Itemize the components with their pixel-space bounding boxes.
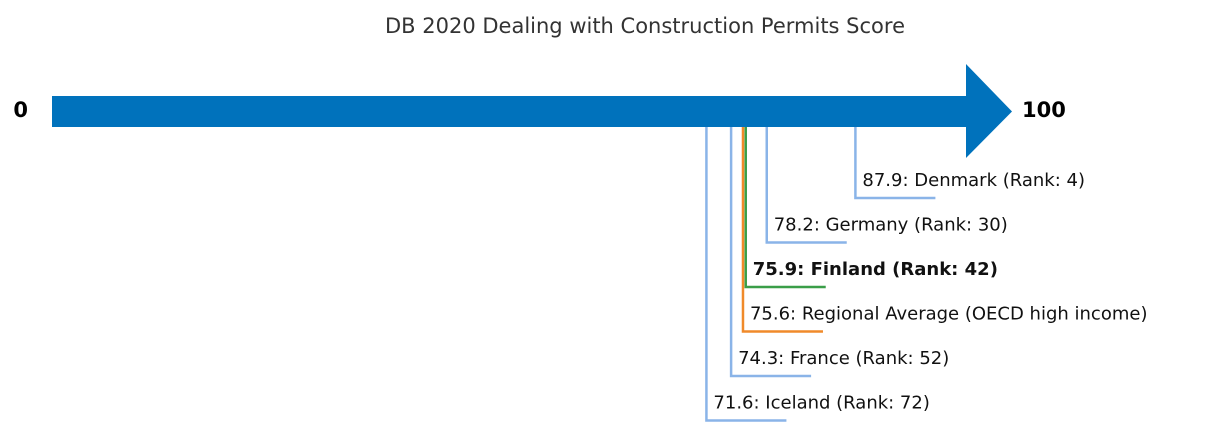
value-label: 71.6: Iceland (Rank: 72) (713, 393, 929, 414)
value-label: 87.9: Denmark (Rank: 4) (862, 170, 1085, 191)
axis-end-label: 100 (1022, 98, 1066, 122)
leader-line (765, 127, 847, 244)
leader-line (854, 127, 936, 200)
leader-line (729, 127, 812, 378)
chart-title: DB 2020 Dealing with Construction Permit… (385, 14, 905, 38)
axis-arrow (52, 64, 1012, 158)
leader-line (744, 127, 826, 289)
value-label: 75.9: Finland (Rank: 42) (753, 259, 998, 280)
value-label: 78.2: Germany (Rank: 30) (774, 215, 1008, 236)
axis-end-label: 0 (13, 98, 28, 122)
leader-line (741, 127, 823, 333)
leader-line (705, 127, 787, 422)
value-label: 75.6: Regional Average (OECD high income… (750, 304, 1148, 325)
value-label: 74.3: France (Rank: 52) (738, 348, 949, 369)
